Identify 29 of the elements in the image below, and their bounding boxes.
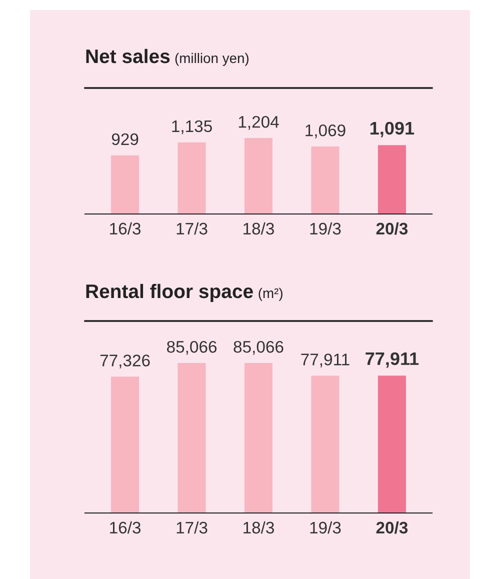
chart-title: Net sales (86, 48, 170, 64)
data-label: 1,135 (172, 120, 212, 134)
x-tick-label: 18/3 (244, 222, 274, 235)
data-label: 77,326 (100, 354, 150, 368)
bar (244, 138, 273, 214)
data-label: 929 (112, 133, 138, 146)
chart-subtitle: (m²) (258, 288, 282, 301)
x-tick-label: 17/3 (176, 222, 208, 235)
data-label: 1,204 (238, 116, 279, 130)
data-label: 77,911 (366, 352, 419, 368)
x-tick-label: 16/3 (110, 521, 141, 534)
x-tick-label: 18/3 (244, 521, 274, 534)
data-label: 1,069 (306, 124, 346, 138)
data-label: 1,091 (370, 122, 414, 138)
x-tick-label: 19/3 (310, 222, 341, 235)
x-tick-label: 20/3 (376, 222, 408, 235)
bar (378, 145, 406, 214)
chart-subtitle: (million yen) (175, 52, 248, 66)
x-tick-label: 19/3 (310, 521, 341, 534)
x-tick-label: 20/3 (376, 521, 408, 534)
data-label: 85,066 (234, 340, 284, 355)
data-label: 77,911 (301, 354, 350, 368)
x-tick-label: 17/3 (176, 521, 208, 534)
bar (111, 155, 140, 214)
data-label: 85,066 (167, 340, 217, 355)
chart-title: Rental floor space (86, 284, 253, 302)
bar (311, 146, 340, 214)
x-tick-label: 16/3 (110, 222, 141, 235)
bar (178, 142, 206, 214)
